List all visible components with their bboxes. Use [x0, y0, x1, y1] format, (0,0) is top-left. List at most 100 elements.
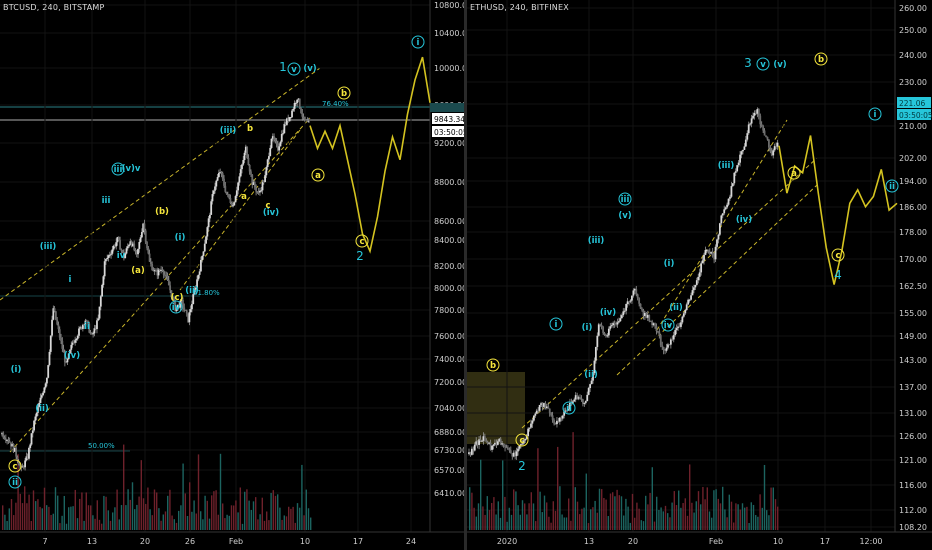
candle-body	[211, 194, 214, 202]
candle-body	[297, 98, 300, 100]
candle-body	[573, 399, 576, 402]
volume-bar	[766, 510, 768, 530]
candle-body	[567, 408, 570, 411]
candle-body	[58, 329, 61, 338]
volume-bar	[735, 503, 737, 530]
volume-bar	[598, 488, 601, 530]
x-tick-label: 12:00	[859, 537, 882, 546]
eth-chart-title: ETHUSD, 240, BITFINEX	[470, 3, 569, 12]
candle-body	[499, 438, 502, 445]
candle-body	[626, 301, 629, 305]
volume-bar	[281, 519, 283, 530]
y-tick-label: 7200.00	[434, 378, 464, 387]
volume-bar	[74, 489, 76, 530]
btc-chart-pane[interactable]: BTCUSD, 240, BITSTAMP 10800.0010400.0010…	[0, 0, 464, 550]
eth-chart-pane[interactable]: ETHUSD, 240, BITFINEX 260.00 250.00 240.00…	[467, 0, 932, 550]
wave-label: a	[241, 192, 247, 202]
candle-body	[765, 135, 767, 137]
volume-bar	[116, 489, 118, 530]
candle-body	[161, 269, 164, 271]
candle-body	[747, 124, 750, 134]
wave-label: (i)	[11, 365, 22, 375]
volume-bar	[169, 489, 171, 530]
wave-label: (ii)	[35, 404, 49, 414]
y-tick-label: 6880.00	[434, 428, 464, 437]
pane-divider[interactable]	[464, 0, 467, 550]
candle-body	[220, 171, 223, 174]
volume-bar	[537, 448, 539, 530]
wave-label: a	[315, 171, 321, 181]
candle-body	[10, 442, 12, 447]
candle-body	[755, 112, 757, 114]
wave-label: i	[417, 38, 420, 48]
volume-bar	[750, 502, 752, 530]
volume-bar	[103, 495, 105, 530]
wave-label: ii	[12, 478, 18, 488]
candle-body	[508, 449, 511, 451]
volume-bar	[219, 453, 222, 530]
candle-body	[682, 313, 685, 317]
candle-body	[205, 236, 207, 244]
candle-body	[40, 395, 43, 398]
x-tick-label: 17	[353, 537, 363, 546]
volume-bar	[182, 463, 184, 530]
y-tick-label: 230.00	[899, 78, 927, 87]
volume-bar	[664, 505, 667, 530]
candle-body	[677, 326, 679, 329]
y-tick-label: 121.00	[899, 456, 927, 465]
volume-bar	[279, 507, 281, 530]
volume-bar	[541, 512, 543, 530]
candle-body	[151, 264, 154, 271]
candle-body	[770, 151, 773, 156]
x-tick-label: 13	[87, 537, 97, 546]
x-tick-label: 13	[584, 537, 594, 546]
volume-bar	[777, 506, 779, 530]
candle-body	[238, 176, 241, 183]
volume-bar	[217, 514, 219, 530]
candle-body	[599, 324, 602, 326]
candle-body	[646, 314, 649, 318]
candle-body	[212, 190, 215, 195]
candle-body	[282, 133, 284, 135]
candle-body	[577, 397, 580, 399]
candle-body	[489, 442, 492, 450]
candle-body	[564, 410, 567, 412]
candle-body	[540, 403, 542, 405]
candle-body	[15, 447, 18, 457]
volume-bar	[180, 505, 182, 530]
volume-bar	[730, 501, 733, 530]
candle-body	[685, 304, 688, 310]
wave-label-circle	[756, 57, 770, 71]
candle-body	[590, 380, 593, 385]
wave-label: iii	[102, 196, 111, 206]
volume-bar	[755, 515, 757, 530]
btc-chart-canvas[interactable]: 10800.0010400.0010000.009600.009200.0088…	[0, 0, 464, 550]
candle-body	[273, 136, 275, 140]
x-tick-label: 26	[185, 537, 195, 546]
candle-body	[713, 256, 716, 260]
candle-body	[563, 411, 566, 416]
volume-bar	[147, 487, 149, 530]
candle-body	[475, 441, 478, 445]
candle-body	[274, 139, 277, 142]
volume-bar	[153, 489, 156, 530]
candle-body	[551, 415, 554, 420]
y-tick-label: 10000.00	[434, 64, 464, 73]
candle-body	[8, 441, 11, 443]
wave-label-circle	[486, 358, 500, 372]
candle-body	[736, 165, 739, 172]
volume-bar	[770, 487, 772, 530]
candle-body	[187, 313, 189, 323]
y-tick-label: 6730.00	[434, 446, 464, 455]
candle-body	[566, 410, 568, 412]
volume-bar	[8, 508, 10, 530]
eth-chart-canvas[interactable]: 260.00 250.00 240.00 230.00 221.06 210.00 202.…	[467, 0, 932, 550]
volume-bar	[109, 520, 112, 530]
candle-body	[48, 351, 51, 366]
candle-body	[180, 299, 183, 301]
y-tick-label: 8200.00	[434, 262, 464, 271]
y-tick-label: 7600.00	[434, 332, 464, 341]
candle-body	[210, 201, 213, 215]
volume-bar	[508, 507, 510, 530]
candle-body	[762, 125, 765, 131]
